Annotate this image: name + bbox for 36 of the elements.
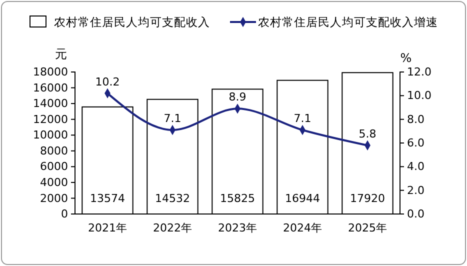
data-label: 17920 bbox=[350, 192, 385, 205]
y2-tick-label: 2.0 bbox=[407, 184, 424, 197]
legend-label: 农村常住居民人均可支配收入增速 bbox=[258, 15, 438, 29]
x-tick-label: 2023年 bbox=[218, 221, 257, 234]
y-tick-label: 18000 bbox=[33, 66, 68, 79]
y2-tick-label: 12.0 bbox=[407, 66, 432, 79]
x-tick-label: 2021年 bbox=[88, 221, 127, 234]
y-tick-label: 2000 bbox=[40, 192, 68, 205]
y2-axis-title: % bbox=[400, 51, 412, 65]
y-tick-label: 12000 bbox=[33, 112, 68, 126]
x-tick-label: 2022年 bbox=[153, 221, 192, 234]
data-label: 8.9 bbox=[228, 90, 246, 104]
y-tick-label: 14000 bbox=[33, 97, 68, 110]
x-tick-label: 2025年 bbox=[348, 221, 387, 234]
y2-tick-label: 10.0 bbox=[407, 89, 432, 102]
data-label: 16944 bbox=[285, 192, 320, 205]
y-tick-label: 6000 bbox=[40, 160, 68, 174]
y-tick-label: 16000 bbox=[33, 81, 68, 94]
data-label: 5.8 bbox=[358, 127, 376, 140]
data-label: 13574 bbox=[90, 192, 125, 205]
y-tick-label: 0 bbox=[61, 208, 68, 221]
y2-tick-label: 6.0 bbox=[407, 136, 424, 150]
y-axis-title: 元 bbox=[55, 47, 67, 61]
data-label: 7.1 bbox=[164, 112, 182, 125]
y2-tick-label: 4.0 bbox=[407, 160, 424, 174]
y-tick-label: 4000 bbox=[40, 176, 68, 189]
data-label: 7.1 bbox=[294, 112, 312, 125]
data-label: 14532 bbox=[155, 192, 190, 205]
y2-tick-label: 0.0 bbox=[407, 208, 424, 221]
data-label: 15825 bbox=[220, 192, 255, 205]
data-label: 10.2 bbox=[95, 75, 120, 88]
y2-tick-label: 8.0 bbox=[407, 112, 424, 126]
y-tick-label: 10000 bbox=[33, 128, 68, 142]
legend-label: 农村常住居民人均可支配收入 bbox=[54, 15, 210, 29]
y-tick-label: 8000 bbox=[40, 144, 68, 158]
x-tick-label: 2024年 bbox=[283, 221, 322, 234]
